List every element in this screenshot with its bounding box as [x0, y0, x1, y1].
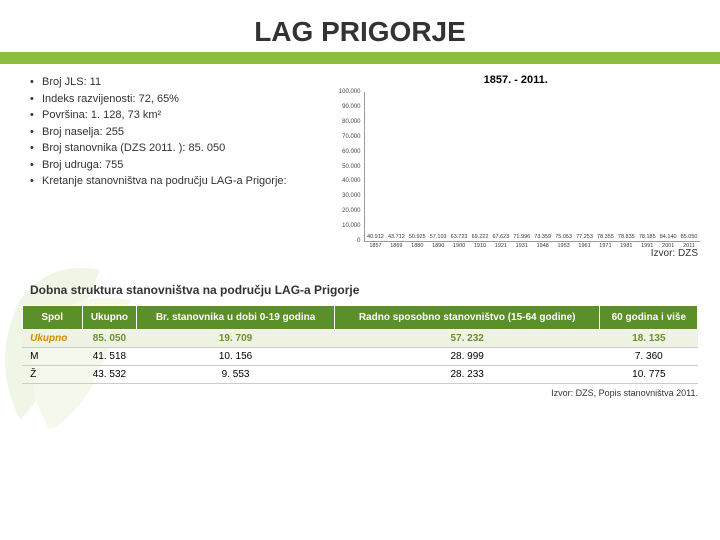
table-row: M41. 51810. 15628. 9997. 360 [22, 348, 698, 366]
bullet-item: Broj JLS: 11 [30, 74, 332, 91]
bar-column: 43.7121869 [387, 234, 405, 241]
table-cell: 10. 775 [600, 366, 698, 384]
bar-column: 78.3551971 [596, 234, 614, 241]
table-cell: 19. 709 [137, 330, 335, 348]
y-axis-tick: 70.000 [333, 134, 361, 140]
chart-title: 1857. - 2011. [332, 74, 701, 86]
bar-chart: 40.912185743.712186950.925188057.1031890… [364, 92, 701, 242]
table-cell: 28. 999 [335, 348, 600, 366]
table-row: Ž43. 5329. 55328. 23310. 775 [22, 366, 698, 384]
y-axis-tick: 80.000 [333, 119, 361, 125]
y-axis-tick: 100.000 [333, 89, 361, 95]
bar-column: 71.9961931 [513, 234, 531, 241]
y-axis-tick: 90.000 [333, 104, 361, 110]
bullet-item: Kretanje stanovništva na području LAG-a … [30, 173, 332, 190]
demographics-table: SpolUkupnoBr. stanovnika u dobi 0-19 god… [22, 305, 699, 384]
bullet-item: Indeks razvijenosti: 72, 65% [30, 91, 332, 108]
bar-value-label: 85.050 [681, 234, 698, 240]
table-cell: 9. 553 [137, 366, 335, 384]
y-axis-tick: 50.000 [333, 164, 361, 170]
table-cell: 41. 518 [82, 348, 136, 366]
title-underline [0, 52, 720, 64]
bar-column: 67.6231921 [492, 234, 510, 241]
bar-column: 84.1402001 [659, 234, 677, 241]
bar-column: 50.9251880 [408, 234, 426, 241]
table-cell: M [22, 348, 82, 366]
table-cell: 28. 233 [335, 366, 600, 384]
table-cell: 7. 360 [600, 348, 698, 366]
table-header-cell: Br. stanovnika u dobi 0-19 godina [137, 306, 335, 330]
page-title: LAG PRIGORJE [0, 0, 720, 52]
table-header-cell: 60 godina i više [600, 306, 698, 330]
bar-column: 40.9121857 [367, 234, 385, 241]
bullet-list: Broj JLS: 11Indeks razvijenosti: 72, 65%… [30, 74, 332, 242]
bar-column: 73.3591948 [534, 234, 552, 241]
bar-column: 75.0531953 [555, 234, 573, 241]
bar-value-label: 71.996 [513, 234, 530, 240]
bar-value-label: 69.222 [472, 234, 489, 240]
table-header-cell: Spol [22, 306, 82, 330]
bar-column: 57.1031890 [429, 234, 447, 241]
bar-column: 77.2531961 [576, 234, 594, 241]
bullet-item: Broj udruga: 755 [30, 157, 332, 174]
table-cell: 43. 532 [82, 366, 136, 384]
bar-value-label: 77.253 [576, 234, 593, 240]
table-row: Ukupno85. 05019. 70957. 23218. 135 [22, 330, 698, 348]
bar-column: 63.7231900 [450, 234, 468, 241]
bullet-item: Broj stanovnika (DZS 2011. ): 85. 050 [30, 140, 332, 157]
table-cell: Ž [22, 366, 82, 384]
table-cell: 85. 050 [82, 330, 136, 348]
bar-value-label: 78.355 [597, 234, 614, 240]
bar-value-label: 67.623 [492, 234, 509, 240]
table-cell: 57. 232 [335, 330, 600, 348]
bar-column: 78.8351981 [617, 234, 635, 241]
bar-value-label: 63.723 [451, 234, 468, 240]
bullet-item: Broj naselja: 255 [30, 124, 332, 141]
bar-value-label: 50.925 [409, 234, 426, 240]
bar-value-label: 75.053 [555, 234, 572, 240]
bar-value-label: 78.835 [618, 234, 635, 240]
y-axis-tick: 10.000 [333, 223, 361, 229]
table-cell: 10. 156 [137, 348, 335, 366]
bar-value-label: 43.712 [388, 234, 405, 240]
bar-column: 69.2221910 [471, 234, 489, 241]
y-axis-tick: 60.000 [333, 149, 361, 155]
population-chart: 1857. - 2011. 40.912185743.712186950.925… [332, 74, 701, 242]
table-cell: 18. 135 [600, 330, 698, 348]
bar-value-label: 57.103 [430, 234, 447, 240]
table-header-cell: Ukupno [82, 306, 136, 330]
table-header-cell: Radno sposobno stanovništvo (15-64 godin… [335, 306, 600, 330]
table-cell: Ukupno [22, 330, 82, 348]
bar-value-label: 78.185 [639, 234, 656, 240]
bar-value-label: 40.912 [367, 234, 384, 240]
bar-value-label: 73.359 [534, 234, 551, 240]
bar-column: 85.0502011 [680, 234, 698, 241]
bullet-item: Površina: 1. 128, 73 km² [30, 107, 332, 124]
y-axis-tick: 20.000 [333, 208, 361, 214]
y-axis-tick: 40.000 [333, 178, 361, 184]
table-title: Dobna struktura stanovništva na području… [0, 259, 720, 305]
chart-source: Izvor: DZS [0, 242, 720, 259]
y-axis-tick: 30.000 [333, 193, 361, 199]
table-source: Izvor: DZS, Popis stanovništva 2011. [0, 384, 720, 398]
bar-column: 78.1851991 [638, 234, 656, 241]
bar-value-label: 84.140 [660, 234, 677, 240]
